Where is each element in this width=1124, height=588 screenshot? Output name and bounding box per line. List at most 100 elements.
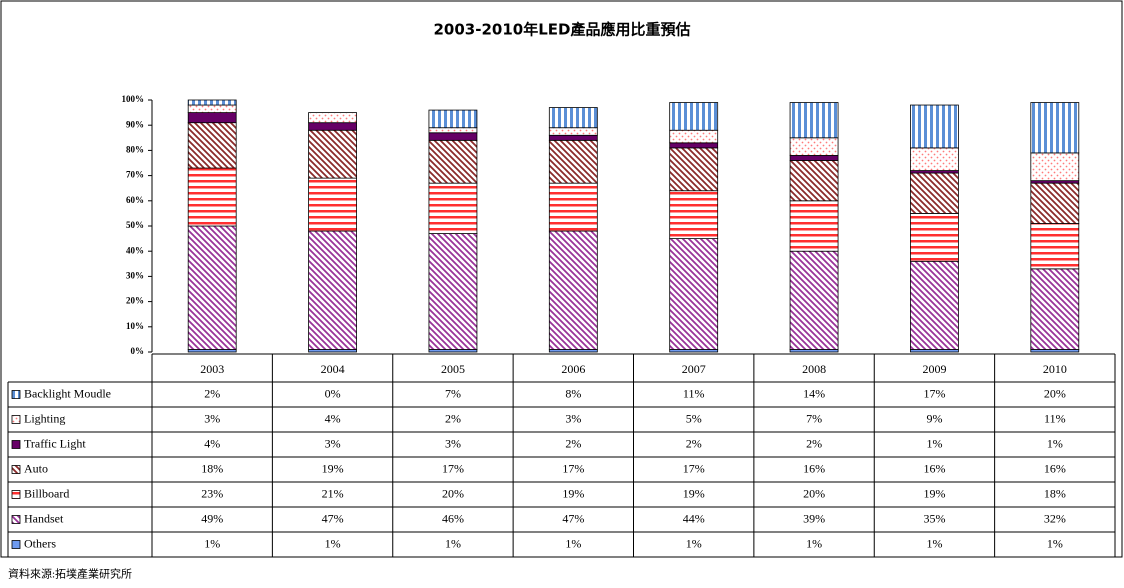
data-label: 17% <box>683 461 705 475</box>
data-label: 2% <box>806 436 822 450</box>
data-label: 4% <box>204 436 220 450</box>
bar-segment <box>548 134 598 141</box>
legend-swatch <box>11 540 21 549</box>
x-tick-label: 2007 <box>682 362 706 376</box>
bar-segment <box>187 104 237 114</box>
x-tick-label: 2008 <box>802 362 826 376</box>
bar-segment <box>910 212 959 262</box>
data-label: 3% <box>325 436 341 450</box>
bar-segment <box>187 99 237 106</box>
bar-segment <box>910 172 959 214</box>
data-label: 1% <box>445 536 461 550</box>
bar-segment <box>548 107 598 129</box>
bar-segment <box>910 260 959 350</box>
legend-swatch <box>11 465 21 474</box>
legend-label: Billboard <box>24 486 69 500</box>
bar-segment <box>548 127 598 136</box>
y-tick-label: 80% <box>126 144 144 154</box>
y-tick-label: 50% <box>126 220 144 230</box>
data-label: 20% <box>1044 386 1066 400</box>
y-tick-label: 40% <box>126 245 144 255</box>
data-label: 2% <box>445 411 461 425</box>
legend-swatch <box>11 515 21 524</box>
legend-swatch <box>11 390 21 399</box>
bar-segment <box>428 139 478 184</box>
data-label: 1% <box>1047 536 1063 550</box>
bar-segment <box>548 182 598 232</box>
bar-segment <box>910 104 959 149</box>
data-label: 19% <box>322 461 344 475</box>
bar-segment <box>548 230 598 350</box>
bar-segment <box>1030 152 1080 182</box>
data-label: 39% <box>803 511 825 525</box>
data-label: 46% <box>442 511 464 525</box>
data-table <box>7 353 1116 558</box>
data-label: 1% <box>926 536 942 550</box>
legend-label: Handset <box>24 511 64 525</box>
x-tick-label: 2003 <box>200 362 224 376</box>
data-label: 2% <box>204 386 220 400</box>
bar-segment <box>187 167 237 227</box>
data-label: 1% <box>686 536 702 550</box>
bar-segment <box>789 102 839 139</box>
bar-segment <box>669 190 719 240</box>
y-tick-label: 90% <box>126 119 144 129</box>
y-tick-label: 60% <box>126 195 144 205</box>
data-label: 18% <box>201 461 223 475</box>
data-label: 3% <box>204 411 220 425</box>
data-label: 0% <box>325 386 341 400</box>
y-tick-label: 20% <box>126 296 144 306</box>
bar-segment <box>669 238 719 350</box>
data-label: 17% <box>562 461 584 475</box>
bar-segment <box>1030 223 1080 270</box>
data-label: 19% <box>562 486 584 500</box>
bar-segment <box>308 112 357 124</box>
bar-segment <box>669 102 719 131</box>
bar-segment <box>789 137 839 156</box>
data-label: 11% <box>1044 411 1066 425</box>
y-tick-label: 30% <box>126 270 144 280</box>
data-label: 47% <box>322 511 344 525</box>
data-label: 17% <box>923 386 945 400</box>
legend-label: Traffic Light <box>24 436 86 450</box>
legend-label: Auto <box>24 461 48 475</box>
legend-swatch <box>11 440 21 449</box>
data-label: 23% <box>201 486 223 500</box>
bar-segment <box>1030 182 1080 224</box>
legend-swatch <box>11 490 21 499</box>
data-label: 18% <box>1044 486 1066 500</box>
bar-segment <box>308 177 357 232</box>
data-label: 1% <box>806 536 822 550</box>
data-label: 17% <box>442 461 464 475</box>
bar-segment <box>187 122 237 169</box>
bar-segment <box>308 129 357 179</box>
data-label: 1% <box>204 536 220 550</box>
data-label: 9% <box>926 411 942 425</box>
bar-segment <box>789 160 839 202</box>
legend-label: Backlight Moudle <box>24 386 111 400</box>
data-label: 4% <box>325 411 341 425</box>
bar-segment <box>308 230 357 350</box>
bar-segment <box>789 155 839 161</box>
y-tick-label: 100% <box>122 94 145 104</box>
bar-segment <box>789 250 839 350</box>
data-label: 16% <box>803 461 825 475</box>
bar-segment <box>428 233 478 350</box>
bar-segment <box>187 225 237 350</box>
chart-title: 2003-2010年LED產品應用比重預估 <box>434 21 691 39</box>
x-tick-label: 2004 <box>321 362 345 376</box>
bar-segment <box>428 109 478 129</box>
data-label: 1% <box>565 536 581 550</box>
legend-swatch <box>11 415 21 424</box>
data-label: 47% <box>562 511 584 525</box>
x-tick-label: 2005 <box>441 362 465 376</box>
data-label: 20% <box>803 486 825 500</box>
x-tick-label: 2009 <box>922 362 946 376</box>
data-label: 8% <box>565 386 581 400</box>
source-note: 資料來源:拓墣產業研究所 <box>8 567 132 581</box>
data-label: 3% <box>565 411 581 425</box>
data-label: 5% <box>686 411 702 425</box>
bar-segment <box>308 122 357 131</box>
data-label: 1% <box>926 436 942 450</box>
